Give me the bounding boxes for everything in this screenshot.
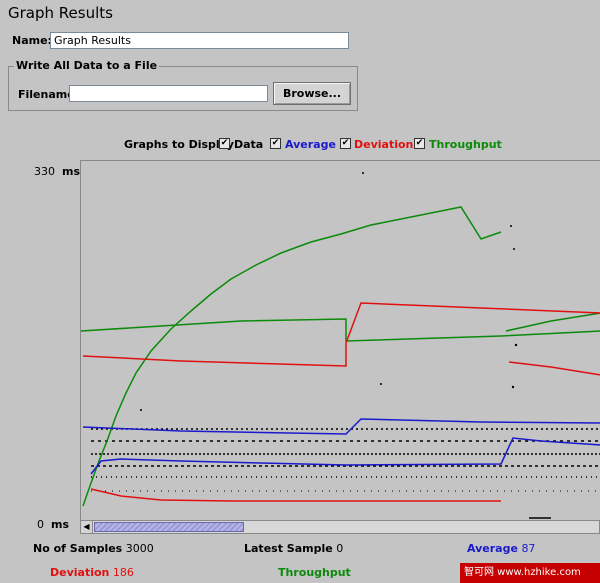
throughput-series-lower (81, 318, 600, 342)
average-series (82, 418, 600, 435)
y-axis-max-label: 330 ms (34, 165, 80, 178)
panel-title: Graph Results (8, 4, 113, 22)
average-stat-value: 87 (521, 542, 536, 555)
graph-plot-svg (81, 172, 600, 519)
samples-value: 3000 (125, 542, 154, 555)
write-data-legend: Write All Data to a File (14, 59, 160, 72)
deviation-series-lower (90, 488, 501, 502)
graphs-to-display-row: Graphs to Display ✔ Data ✔ Average ✔ Dev… (0, 138, 600, 152)
y-axis-max-value: 330 (34, 165, 55, 178)
samples-label: No of Samples (33, 542, 123, 555)
latest-sample-label: Latest Sample (244, 542, 333, 555)
throughput-checkbox[interactable]: ✔ (414, 138, 425, 149)
graphs-to-display-label: Graphs to Display (124, 138, 234, 151)
write-data-group: Write All Data to a File Filename Browse… (8, 59, 358, 111)
samples-stat: No of Samples 3000 (33, 542, 154, 555)
filename-label: Filename (18, 88, 75, 101)
y-axis-max-unit: ms (62, 165, 81, 178)
y-axis-min-value: 0 (37, 518, 44, 531)
graph-plot-area (80, 160, 600, 520)
data-points (91, 172, 600, 519)
latest-sample-stat: Latest Sample 0 (244, 542, 343, 555)
y-axis-min-label: 0 ms (37, 518, 69, 531)
data-checkbox[interactable]: ✔ (219, 138, 230, 149)
average-series-lower (90, 437, 600, 475)
throughput-series (82, 206, 502, 507)
throughput-series-right (505, 312, 600, 332)
deviation-series (82, 302, 600, 367)
throughput-stat: Throughput (278, 566, 351, 579)
average-stat: Average 87 (467, 542, 535, 555)
data-checkbox-label: Data (234, 138, 264, 151)
average-checkbox-label: Average (285, 138, 336, 151)
throughput-stat-label: Throughput (278, 566, 351, 579)
deviation-series-right (508, 361, 600, 376)
deviation-checkbox-label: Deviation (354, 138, 414, 151)
y-axis-min-unit: ms (51, 518, 70, 531)
deviation-stat-label: Deviation (50, 566, 110, 579)
filename-input[interactable] (69, 85, 268, 102)
scrollbar-thumb[interactable] (94, 522, 244, 532)
name-label: Name: (12, 34, 52, 47)
watermark-banner: 智可网 www.hzhike.com (460, 563, 600, 583)
name-input[interactable]: Graph Results (50, 32, 349, 49)
browse-button[interactable]: Browse... (273, 82, 351, 105)
latest-sample-value: 0 (336, 542, 344, 555)
average-checkbox[interactable]: ✔ (270, 138, 281, 149)
average-stat-label: Average (467, 542, 518, 555)
deviation-stat: Deviation 186 (50, 566, 134, 579)
horizontal-scrollbar[interactable]: ◀ (80, 520, 600, 534)
scroll-left-arrow-icon[interactable]: ◀ (81, 521, 93, 533)
deviation-stat-value: 186 (112, 566, 134, 579)
deviation-checkbox[interactable]: ✔ (340, 138, 351, 149)
throughput-checkbox-label: Throughput (429, 138, 502, 151)
